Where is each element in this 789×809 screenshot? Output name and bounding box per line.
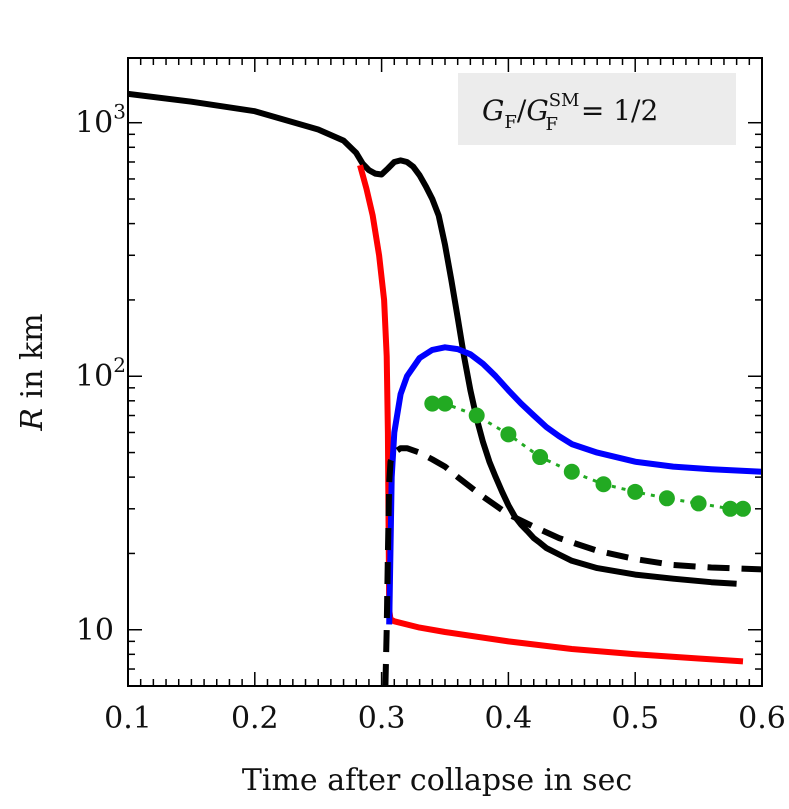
series-marker (627, 483, 644, 500)
y-axis-title-italic: R (15, 408, 50, 432)
annotation-sub-f2: F (545, 114, 558, 135)
x-tick-label: 0.5 (611, 701, 659, 736)
series-marker (468, 407, 485, 424)
series-marker (500, 426, 517, 443)
series-line-2 (386, 344, 762, 625)
series-marker (658, 490, 675, 507)
series-marker (437, 395, 453, 412)
series-marker (532, 449, 549, 466)
x-tick-label: 0.3 (358, 701, 406, 736)
series-layer (128, 90, 762, 686)
annotation-rhs: = 1/2 (572, 94, 658, 127)
series-line-1 (357, 164, 744, 665)
series-marker (595, 476, 612, 493)
y-tick-label: 10 (76, 613, 114, 648)
annotation-g2: G (526, 94, 548, 127)
series-line-0 (128, 90, 737, 587)
annotation-slash: / (517, 94, 527, 127)
y-axis-title: R in km (15, 313, 50, 431)
annotation-text: GF/GSM F = 1/2 (482, 90, 658, 135)
annotation-g: G (482, 94, 504, 127)
annotation-sub-f: F (504, 112, 517, 133)
y-tick-label: 102 (75, 353, 126, 394)
series-marker (563, 463, 580, 480)
y-tick-label: 103 (75, 100, 126, 141)
x-tick-label: 0.1 (104, 701, 152, 736)
x-axis-title: Time after collapse in sec (242, 763, 632, 798)
series-marker (722, 500, 739, 517)
annotation-sup-sm: SM (549, 90, 580, 111)
annotation-background (458, 73, 736, 145)
annotation-box: GF/GSM F = 1/2 (458, 73, 736, 145)
series-marker (424, 395, 441, 412)
series-marker (690, 495, 707, 512)
x-tick-label: 0.2 (231, 701, 279, 736)
series-marker (734, 500, 751, 517)
y-axis-title-rest: in km (15, 313, 50, 408)
series-line-4 (382, 445, 762, 686)
x-tick-label: 0.4 (485, 701, 533, 736)
x-tick-label: 0.6 (738, 701, 786, 736)
plot-frame (127, 57, 763, 687)
ticks-layer: 0.1 0.2 0.3 0.4 0.5 0.6 10 102 103 (75, 58, 786, 736)
